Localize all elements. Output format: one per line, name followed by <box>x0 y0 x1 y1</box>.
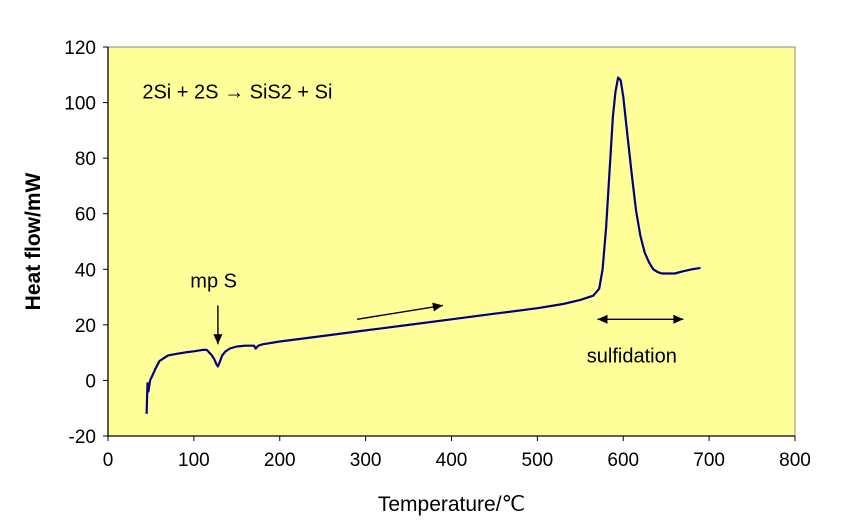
y-tick-label: 60 <box>75 205 96 226</box>
x-tick-label: 300 <box>350 450 382 471</box>
y-axis-title: Heat flow/mW <box>22 172 45 310</box>
plot-area <box>107 46 796 437</box>
series-layer <box>145 76 701 414</box>
x-tick-label: 800 <box>779 450 811 471</box>
axes: -20 0 20 40 60 80 100 120 0 100 200 300 400 500 600 700… <box>64 38 811 471</box>
mp-arrow <box>213 305 223 345</box>
y-tick-label: 0 <box>85 371 96 392</box>
heating-direction-arrow <box>356 302 444 320</box>
x-axis-title: Temperature/℃ <box>378 493 525 516</box>
mp-s-annotation: mp S <box>190 270 237 292</box>
reaction-annotation: 2Si + 2S → SiS2 + Si <box>142 81 332 103</box>
y-tick-label: 40 <box>75 260 96 281</box>
x-tick-label: 200 <box>264 450 296 471</box>
y-tick-label: 80 <box>75 149 96 170</box>
y-tick-label: 120 <box>64 38 96 59</box>
x-tick-label: 500 <box>522 450 554 471</box>
series-line <box>145 76 701 414</box>
x-tick-label: 100 <box>178 450 210 471</box>
annotation-layer: 2Si + 2S → SiS2 + Si mp S sulfidation <box>142 81 677 367</box>
y-tick-label: 100 <box>64 94 96 115</box>
sulfidation-annotation: sulfidation <box>587 345 677 367</box>
y-tick-label: -20 <box>69 427 96 448</box>
x-tick-label: 700 <box>693 450 725 471</box>
y-tick-label: 20 <box>75 316 96 337</box>
sulfidation-range-arrow <box>597 314 684 324</box>
x-tick-label: 600 <box>607 450 639 471</box>
x-tick-label: 0 <box>103 450 114 471</box>
arrow-layer <box>213 302 684 345</box>
x-tick-label: 400 <box>436 450 468 471</box>
